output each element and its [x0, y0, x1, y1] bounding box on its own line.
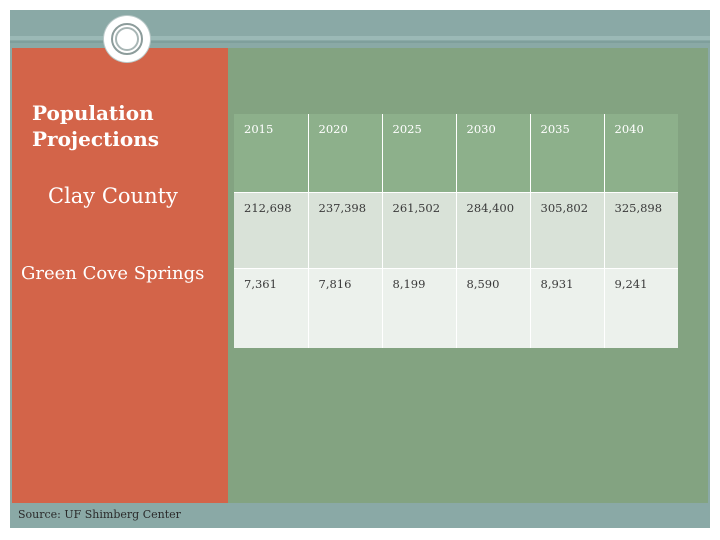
logo-ring-inner — [115, 27, 139, 51]
logo-ring-outer — [111, 23, 143, 55]
value-cell: 212,698 — [234, 191, 309, 268]
value-cell: 8,931 — [530, 267, 605, 348]
value-cell: 325,898 — [604, 191, 678, 268]
header-divider — [10, 36, 710, 40]
value-cell: 284,400 — [456, 191, 531, 268]
value-cell: 237,398 — [308, 191, 383, 268]
table-row-green-cove-springs: 7,361 7,816 8,199 8,590 8,931 9,241 — [234, 267, 678, 348]
value-cell: 8,590 — [456, 267, 531, 348]
value-cell: 261,502 — [382, 191, 457, 268]
circle-logo-icon — [104, 16, 150, 62]
year-cell: 2035 — [530, 114, 605, 192]
header-divider-secondary — [10, 41, 710, 43]
label-clay-county: Clay County — [48, 184, 178, 208]
slide-title: Population Projections — [32, 101, 160, 151]
year-cell: 2025 — [382, 114, 457, 192]
year-cell: 2015 — [234, 114, 309, 192]
value-cell: 7,361 — [234, 267, 309, 348]
table-row-years: 2015 2020 2025 2030 2035 2040 — [234, 114, 678, 192]
label-green-cove-springs: Green Cove Springs — [21, 263, 205, 284]
left-panel — [12, 48, 228, 503]
value-cell: 8,199 — [382, 267, 457, 348]
year-cell: 2030 — [456, 114, 531, 192]
value-cell: 7,816 — [308, 267, 383, 348]
population-table: 2015 2020 2025 2030 2035 2040 212,698 23… — [234, 114, 678, 348]
table-row-clay-county: 212,698 237,398 261,502 284,400 305,802 … — [234, 191, 678, 268]
source-note: Source: UF Shimberg Center — [18, 508, 181, 521]
value-cell: 305,802 — [530, 191, 605, 268]
year-cell: 2020 — [308, 114, 383, 192]
value-cell: 9,241 — [604, 267, 678, 348]
footer-band — [10, 503, 710, 528]
year-cell: 2040 — [604, 114, 678, 192]
